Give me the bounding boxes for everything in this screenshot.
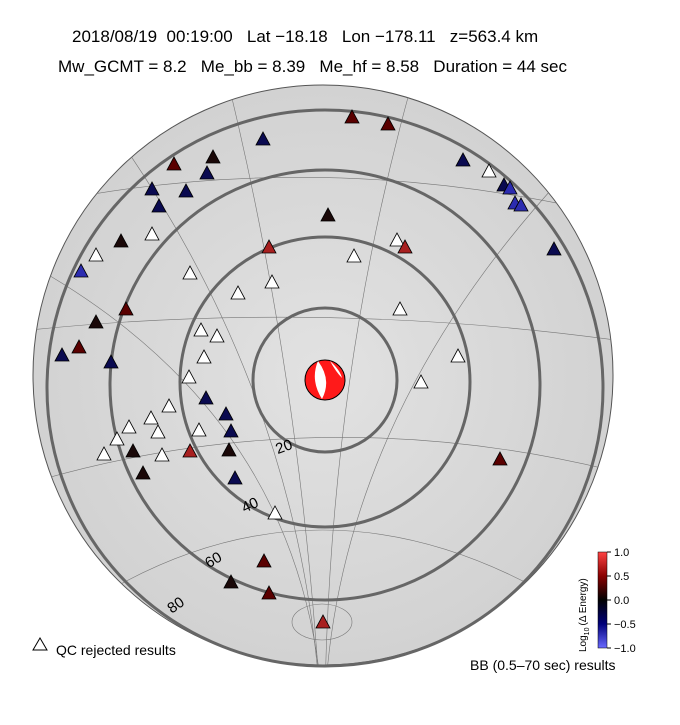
station xyxy=(513,197,529,212)
station xyxy=(103,354,119,369)
station xyxy=(198,390,214,405)
station xyxy=(346,248,362,263)
station xyxy=(96,446,112,461)
station xyxy=(261,239,277,254)
station xyxy=(154,447,170,462)
station xyxy=(182,443,198,458)
colorbar-ticks: 1.0 0.5 0.0 −0.5 −1.0 xyxy=(607,547,636,655)
station xyxy=(413,374,429,389)
station xyxy=(230,285,246,300)
beachball xyxy=(304,359,346,401)
station xyxy=(73,263,89,278)
station xyxy=(320,207,336,222)
station xyxy=(392,301,408,316)
station xyxy=(397,239,413,254)
station xyxy=(218,406,234,421)
station xyxy=(221,442,237,457)
colorbar xyxy=(597,551,608,649)
station xyxy=(88,247,104,262)
station xyxy=(88,314,104,329)
distance-rings xyxy=(45,108,605,668)
station xyxy=(450,348,466,363)
station xyxy=(199,165,215,180)
station xyxy=(181,369,197,384)
station xyxy=(546,241,562,256)
station xyxy=(264,274,280,289)
stations xyxy=(54,109,562,629)
qc-legend-icon xyxy=(32,637,48,651)
station xyxy=(380,116,396,131)
colorbar-tick-label: 0.5 xyxy=(614,571,629,583)
station xyxy=(492,451,508,466)
colorbar-label: Log10 (Δ Energy) xyxy=(578,578,591,652)
station xyxy=(227,470,243,485)
colorbar-tick-label: −1.0 xyxy=(614,643,636,655)
station xyxy=(151,198,167,213)
ring-label: 60 xyxy=(202,549,225,572)
station xyxy=(315,614,331,629)
station xyxy=(255,131,271,146)
colorbar-tick-label: −0.5 xyxy=(614,619,636,631)
station xyxy=(182,265,198,280)
station xyxy=(71,339,87,354)
station xyxy=(125,443,141,458)
station xyxy=(389,232,405,247)
station xyxy=(502,180,518,195)
header-line-2: Mw_GCMT = 8.2 Me_bb = 8.39 Me_hf = 8.58 … xyxy=(58,57,568,76)
station xyxy=(191,422,207,437)
station xyxy=(267,505,283,520)
colorbar-tick-label: 1.0 xyxy=(614,547,629,559)
station xyxy=(455,152,471,167)
station xyxy=(223,574,239,589)
qc-legend-text: QC rejected results xyxy=(56,642,176,658)
ring-label: 80 xyxy=(164,594,187,617)
ring-label: 20 xyxy=(273,436,294,458)
station xyxy=(143,410,159,425)
ring-labels: 20 40 60 80 xyxy=(164,436,295,617)
station xyxy=(261,585,277,600)
colorbar-tick-label: 0.0 xyxy=(614,595,629,607)
header-line-1: 2018/08/19 00:19:00 Lat −18.18 Lon −178.… xyxy=(72,27,538,46)
station xyxy=(166,156,182,171)
station xyxy=(344,109,360,124)
station xyxy=(178,183,194,198)
station xyxy=(113,233,129,248)
station xyxy=(223,423,239,438)
colorbar-label-part: (Δ Energy) xyxy=(578,578,589,625)
ring-label: 40 xyxy=(239,494,261,516)
station xyxy=(144,226,160,241)
station xyxy=(481,163,497,178)
colorbar-label-sub: 10 xyxy=(584,627,591,635)
colorbar-label-part: Log xyxy=(578,635,589,652)
station xyxy=(54,347,70,362)
station xyxy=(161,398,177,413)
station xyxy=(135,465,151,480)
station xyxy=(118,301,134,316)
station xyxy=(109,431,125,446)
station xyxy=(196,349,212,364)
station xyxy=(209,328,225,343)
station xyxy=(150,424,166,439)
station xyxy=(144,181,160,196)
station xyxy=(256,553,272,568)
bb-legend-text: BB (0.5–70 sec) results xyxy=(470,657,616,673)
station xyxy=(193,322,209,337)
station xyxy=(205,149,221,164)
station xyxy=(121,419,137,434)
